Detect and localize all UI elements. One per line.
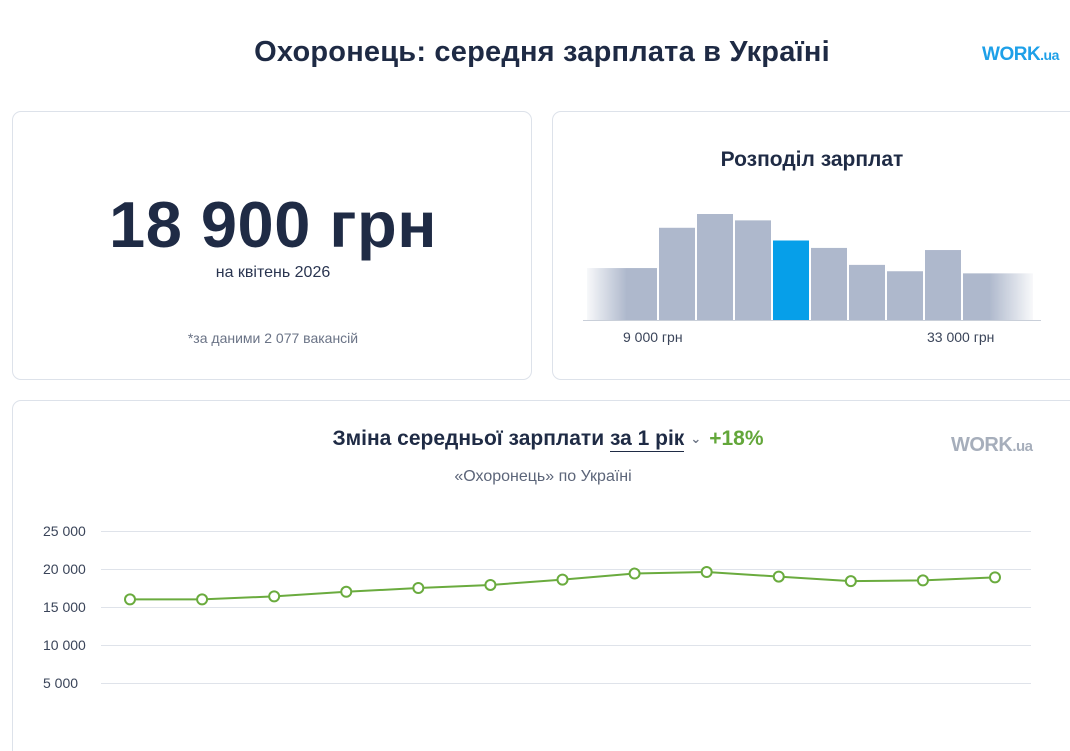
chevron-down-icon[interactable]: ⌄ xyxy=(690,431,702,446)
workua-logo[interactable]: WORK.ua xyxy=(982,44,1059,66)
watermark-ua: .ua xyxy=(1012,438,1033,455)
logo-w: W xyxy=(982,44,1000,65)
distribution-title: Розподіл зарплат xyxy=(720,148,904,171)
logo-ua: .ua xyxy=(1040,47,1059,63)
growth-percent: +18% xyxy=(709,427,764,450)
salary-trend-card: 25 000 20 000 15 000 10 000 5 000 Зміна сере… xyxy=(12,400,1070,751)
distribution-bar[interactable] xyxy=(887,271,923,320)
data-point[interactable] xyxy=(268,590,281,603)
distribution-bar[interactable] xyxy=(849,264,885,320)
distribution-bar[interactable] xyxy=(735,220,771,320)
logo-rk: RK xyxy=(1013,44,1041,65)
salary-date: на квітень 2026 xyxy=(215,264,331,281)
data-point[interactable] xyxy=(484,578,497,591)
trend-subtitle: «Охоронець» по Україні xyxy=(454,468,632,485)
distribution-bar[interactable] xyxy=(773,240,809,321)
y-tick-label: 20 000 xyxy=(43,561,86,577)
data-point[interactable] xyxy=(844,575,857,588)
chart-watermark-logo: WORK.ua xyxy=(951,434,1033,457)
page-title: Охоронець: середня зарплата в Україні xyxy=(254,36,830,68)
data-point[interactable] xyxy=(124,593,136,606)
y-tick-label: 5 000 xyxy=(43,675,78,691)
salary-distribution-card: Розподіл зарплат 9 000 грн 33 000 грн xyxy=(552,111,1070,380)
distribution-bar[interactable] xyxy=(811,247,847,320)
data-point[interactable] xyxy=(340,585,353,598)
y-tick-label: 15 000 xyxy=(43,599,86,615)
data-point[interactable] xyxy=(772,570,785,583)
data-point[interactable] xyxy=(412,582,425,594)
distribution-bar[interactable] xyxy=(925,250,961,320)
distribution-histogram xyxy=(583,202,1041,321)
logo-o: O xyxy=(999,44,1014,65)
vacancy-count-note: *за даними 2 077 вакансій xyxy=(187,330,359,346)
histogram-fade-left xyxy=(583,202,627,320)
trend-heading-text: Зміна середньої зарплати xyxy=(332,427,605,450)
watermark-work: WORK xyxy=(951,434,1013,456)
average-salary-card: 18 900 грн на квітень 2026 *за даними 2 … xyxy=(12,111,532,380)
data-point[interactable] xyxy=(556,573,569,586)
period-select[interactable]: за 1 рік xyxy=(609,427,685,452)
data-point[interactable] xyxy=(196,593,209,606)
data-point[interactable] xyxy=(628,567,641,580)
y-tick-label: 25 000 xyxy=(43,523,86,539)
distribution-min-label: 9 000 грн xyxy=(623,329,683,345)
data-point[interactable] xyxy=(916,574,929,587)
distribution-bar[interactable] xyxy=(659,227,695,320)
distribution-max-label: 33 000 грн xyxy=(927,329,995,345)
salary-trend-chart: 25 000 20 000 15 000 10 000 5 000 xyxy=(43,523,1031,691)
histogram-fade-right xyxy=(989,202,1037,320)
y-tick-label: 10 000 xyxy=(43,637,86,653)
data-point[interactable] xyxy=(989,571,1001,584)
distribution-bar[interactable] xyxy=(697,214,733,320)
trend-heading: Зміна середньої зарплати за 1 рік ⌄ +18% xyxy=(13,427,1070,452)
average-salary-value: 18 900 грн xyxy=(109,188,437,261)
data-point[interactable] xyxy=(700,566,713,579)
